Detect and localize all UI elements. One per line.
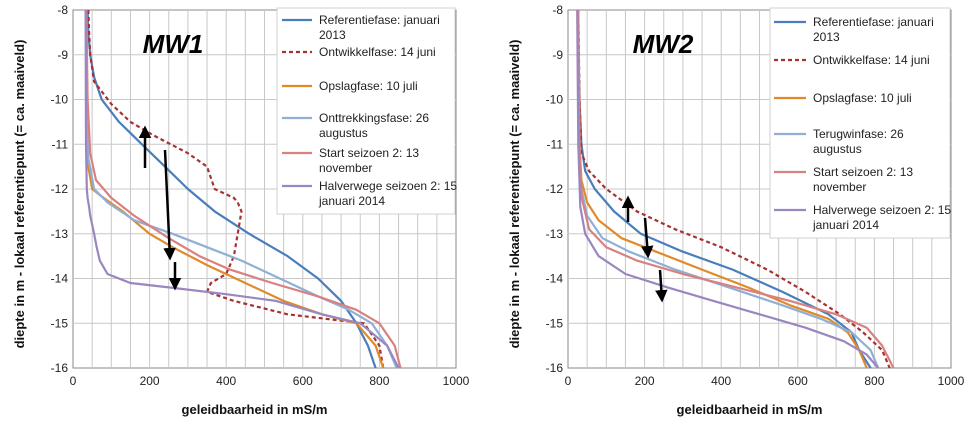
series-line: [576, 9, 880, 369]
x-tick-label: 400: [711, 374, 731, 388]
x-tick-label: 1000: [443, 374, 470, 388]
legend-entry: Opslagfase: 10 juli: [319, 79, 418, 93]
y-tick-label: -11: [52, 137, 69, 151]
chart-title: MW1: [143, 29, 204, 59]
series-line: [576, 9, 895, 369]
chart-mw2: 0 200 400 600 800 1000 -8 -9 -10 -11 -12 -13 -14 -15 -…: [507, 3, 965, 417]
x-tick-label: 600: [788, 374, 808, 388]
x-tick-label: 800: [369, 374, 389, 388]
series-line: [577, 9, 891, 369]
x-tick-label: 0: [565, 374, 572, 388]
y-tick-label: -12: [51, 182, 69, 196]
legend-box: [769, 7, 951, 239]
x-tick-label: 1000: [938, 374, 965, 388]
x-tick-label: 200: [140, 374, 160, 388]
y-tick-label: -14: [546, 272, 564, 286]
series-line: [85, 9, 402, 369]
y-tick-label: -13: [51, 227, 69, 241]
annotation-arrow: [655, 269, 668, 303]
legend-entry: Terugwinfase: 26 augustus: [813, 127, 904, 156]
legend-box: [276, 7, 456, 215]
y-axis-label: diepte in m - lokaal referentiepunt (= c…: [12, 40, 27, 349]
y-tick-label: -11: [547, 137, 564, 151]
y-tick-label: -9: [552, 48, 563, 62]
legend-entry: Referentiefase: januari 2013: [319, 13, 440, 42]
legend-entry: Halverwege seizoen 2: 15 januari 2014: [318, 179, 457, 208]
legend-entry: Referentiefase: januari 2013: [813, 15, 934, 44]
chart-mw1: 0 200 400 600 800 1000 -8 -9 -10 -11 -12 -13 -14 -15 -…: [12, 3, 470, 417]
x-tick-label: 600: [293, 374, 313, 388]
annotation-arrow: [163, 149, 176, 261]
legend-entry: Start seizoen 2: 13 november: [319, 146, 419, 175]
y-tick-label: -9: [57, 48, 68, 62]
y-tick-label: -13: [546, 227, 564, 241]
y-tick-label: -15: [51, 316, 69, 330]
legend-entry: Ontwikkelfase: 14 juni: [319, 45, 436, 59]
x-axis-label: geleidbaarheid in mS/m: [677, 402, 823, 417]
y-axis-label: diepte in m - lokaal referentiepunt (= c…: [507, 40, 522, 349]
y-tick-label: -14: [51, 272, 69, 286]
legend-entry: Start seizoen 2: 13 november: [813, 165, 913, 194]
y-tick-label: -10: [546, 93, 564, 107]
y-tick-label: -8: [57, 3, 68, 17]
legend-entry: Opslagfase: 10 juli: [813, 91, 912, 105]
x-axis-label: geleidbaarheid in mS/m: [182, 402, 328, 417]
series-line: [84, 9, 400, 369]
x-tick-label: 400: [216, 374, 236, 388]
y-tick-label: -15: [546, 316, 564, 330]
legend-entry: Ontwikkelfase: 14 juni: [813, 53, 930, 67]
y-tick-label: -8: [552, 3, 563, 17]
x-tick-label: 200: [635, 374, 655, 388]
series-line: [85, 9, 398, 369]
x-tick-label: 800: [864, 374, 884, 388]
y-tick-label: -16: [546, 361, 564, 375]
legend-entry: Onttrekkingsfase: 26 augustus: [319, 111, 429, 140]
x-tick-label: 0: [70, 374, 77, 388]
legend-entry: Halverwege seizoen 2: 15 januari 2014: [812, 203, 951, 232]
y-tick-label: -10: [51, 93, 69, 107]
annotation-arrow: [640, 217, 654, 259]
y-tick-label: -16: [51, 361, 69, 375]
y-tick-label: -12: [546, 182, 564, 196]
chart-title: MW2: [633, 29, 694, 59]
series-line: [576, 9, 872, 369]
series-line: [87, 9, 385, 369]
